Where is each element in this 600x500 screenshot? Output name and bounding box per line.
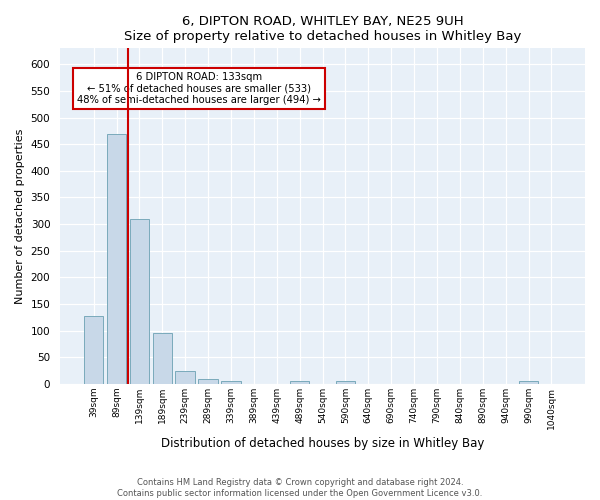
Bar <box>175 370 195 384</box>
Bar <box>130 219 149 384</box>
Bar <box>84 316 103 384</box>
X-axis label: Distribution of detached houses by size in Whitley Bay: Distribution of detached houses by size … <box>161 437 484 450</box>
Bar <box>199 378 218 384</box>
Text: Contains HM Land Registry data © Crown copyright and database right 2024.
Contai: Contains HM Land Registry data © Crown c… <box>118 478 482 498</box>
Bar <box>290 381 310 384</box>
Text: 6 DIPTON ROAD: 133sqm
← 51% of detached houses are smaller (533)
48% of semi-det: 6 DIPTON ROAD: 133sqm ← 51% of detached … <box>77 72 321 105</box>
Bar <box>519 381 538 384</box>
Bar <box>335 380 355 384</box>
Bar <box>152 333 172 384</box>
Title: 6, DIPTON ROAD, WHITLEY BAY, NE25 9UH
Size of property relative to detached hous: 6, DIPTON ROAD, WHITLEY BAY, NE25 9UH Si… <box>124 15 521 43</box>
Bar <box>221 380 241 384</box>
Bar <box>107 134 126 384</box>
Y-axis label: Number of detached properties: Number of detached properties <box>15 128 25 304</box>
